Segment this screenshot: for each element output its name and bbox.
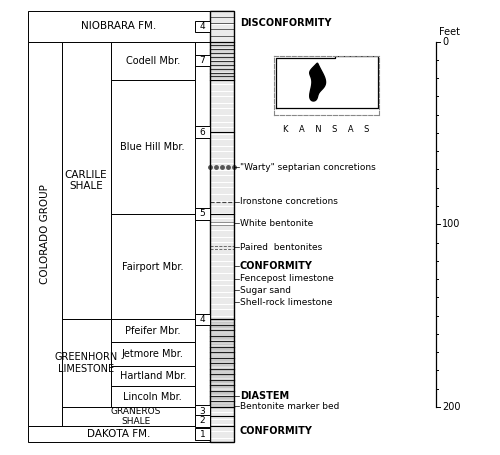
Text: White bentonite: White bentonite bbox=[240, 219, 313, 228]
Text: 1: 1 bbox=[200, 430, 205, 439]
Bar bbox=[110, 319, 195, 342]
Bar bbox=[210, 11, 234, 442]
Text: Feet: Feet bbox=[438, 27, 460, 37]
Text: 3: 3 bbox=[200, 407, 205, 416]
Text: Shell-rock limestone: Shell-rock limestone bbox=[240, 298, 332, 307]
Bar bbox=[195, 126, 210, 138]
Text: CONFORMITY: CONFORMITY bbox=[240, 262, 313, 272]
Text: Jetmore Mbr.: Jetmore Mbr. bbox=[122, 349, 184, 359]
Bar bbox=[110, 214, 195, 319]
Text: Lincoln Mbr.: Lincoln Mbr. bbox=[124, 392, 182, 402]
Text: DISCONFORMITY: DISCONFORMITY bbox=[240, 19, 332, 29]
Text: Bentonite marker bed: Bentonite marker bed bbox=[240, 402, 340, 411]
Bar bbox=[110, 342, 195, 365]
Text: CARLILE
SHALE: CARLILE SHALE bbox=[64, 170, 108, 191]
Text: 5: 5 bbox=[200, 209, 205, 218]
Bar bbox=[110, 365, 195, 386]
Text: Fairport Mbr.: Fairport Mbr. bbox=[122, 262, 184, 272]
Bar bbox=[195, 405, 210, 417]
Text: 0: 0 bbox=[442, 36, 448, 46]
Text: 200: 200 bbox=[442, 402, 460, 412]
Bar bbox=[195, 55, 210, 66]
Bar bbox=[62, 319, 110, 407]
Text: Pfeifer Mbr.: Pfeifer Mbr. bbox=[125, 326, 180, 336]
Bar bbox=[210, 11, 234, 442]
Text: 6: 6 bbox=[200, 127, 205, 136]
Bar bbox=[195, 415, 210, 427]
Bar bbox=[28, 41, 62, 426]
Text: Paired  bentonites: Paired bentonites bbox=[240, 243, 322, 252]
Text: Codell Mbr.: Codell Mbr. bbox=[126, 56, 180, 66]
Bar bbox=[195, 313, 210, 325]
Bar bbox=[195, 208, 210, 220]
Text: Hartland Mbr.: Hartland Mbr. bbox=[120, 371, 186, 381]
Bar bbox=[195, 428, 210, 440]
Text: "Warty" septarian concretions: "Warty" septarian concretions bbox=[240, 163, 376, 172]
Text: 7: 7 bbox=[200, 56, 205, 65]
Bar bbox=[110, 41, 195, 81]
Text: 2: 2 bbox=[200, 416, 205, 425]
Bar bbox=[195, 20, 210, 32]
Text: DIASTEM: DIASTEM bbox=[240, 391, 289, 401]
Text: Ironstone concretions: Ironstone concretions bbox=[240, 197, 338, 206]
Text: 4: 4 bbox=[200, 315, 205, 324]
Text: GREENHORN
LIMESTONE: GREENHORN LIMESTONE bbox=[54, 352, 118, 374]
Bar bbox=[62, 41, 110, 319]
Text: 100: 100 bbox=[442, 219, 460, 229]
Bar bbox=[62, 407, 210, 426]
Text: Fencepost limestone: Fencepost limestone bbox=[240, 274, 334, 283]
Bar bbox=[28, 11, 210, 41]
Text: Blue Hill Mbr.: Blue Hill Mbr. bbox=[120, 142, 185, 152]
Text: CONFORMITY: CONFORMITY bbox=[240, 426, 313, 436]
Text: Sugar sand: Sugar sand bbox=[240, 286, 291, 295]
Text: DAKOTA FM.: DAKOTA FM. bbox=[87, 429, 150, 439]
Bar bbox=[110, 81, 195, 214]
Text: COLORADO GROUP: COLORADO GROUP bbox=[40, 184, 50, 283]
Bar bbox=[110, 386, 195, 407]
Text: NIOBRARA FM.: NIOBRARA FM. bbox=[81, 21, 156, 31]
Text: 4: 4 bbox=[200, 22, 205, 31]
Bar bbox=[210, 222, 234, 225]
Bar bbox=[28, 426, 210, 442]
Text: GRANEROS
SHALE: GRANEROS SHALE bbox=[110, 407, 161, 426]
